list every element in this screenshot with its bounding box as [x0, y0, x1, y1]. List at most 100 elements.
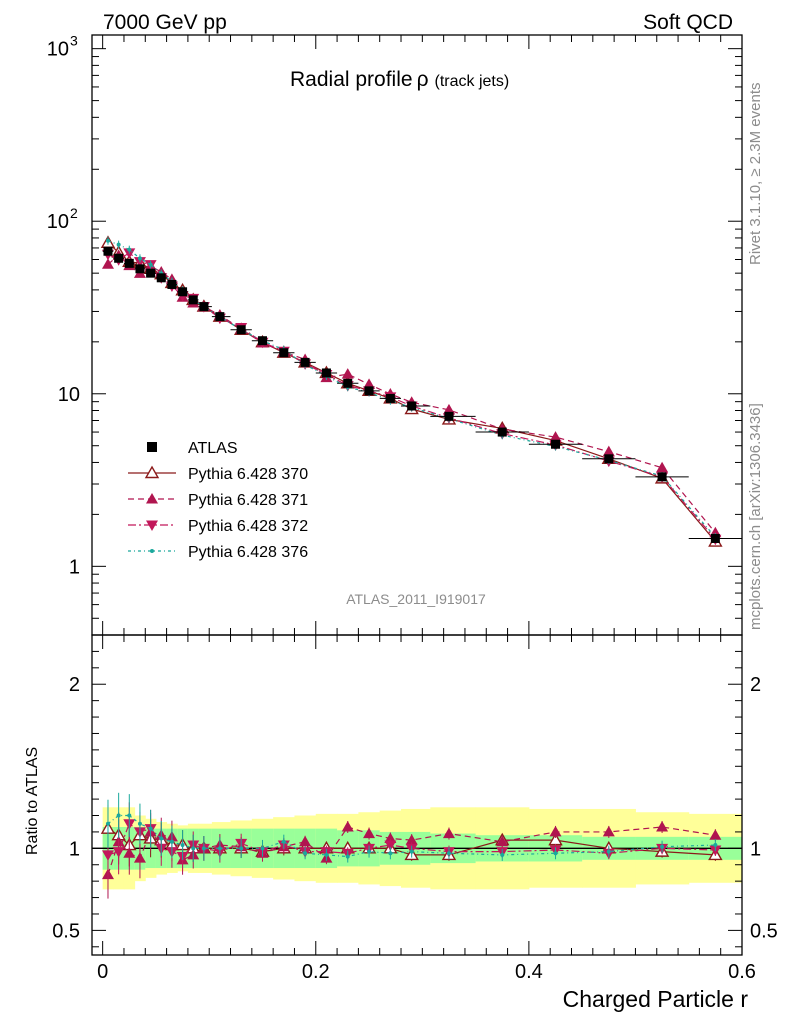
- marker-triangle-up: [442, 403, 455, 415]
- data-points: [102, 246, 742, 543]
- ratio-y-tick-label: 0.5: [52, 920, 80, 942]
- plot-title: Radial profile ρ (track jets): [290, 68, 509, 91]
- marker-dot: [713, 843, 718, 848]
- marker-dot: [409, 849, 414, 854]
- series-3: [101, 248, 722, 879]
- marker-open-triangle: [144, 465, 160, 479]
- data-point: [257, 336, 267, 346]
- ratio-y-tick-label-right: 1: [750, 838, 761, 860]
- header-right: Soft QCD: [643, 11, 733, 34]
- marker-triangle-up: [549, 431, 562, 442]
- marker-dot: [105, 238, 110, 243]
- marker-triangle-up: [602, 825, 615, 837]
- marker-triangle-up: [101, 258, 114, 269]
- series-ratio-line: [107, 814, 716, 858]
- marker-triangle-down: [384, 840, 397, 852]
- data-point: [300, 357, 310, 367]
- marker-triangle-up: [656, 821, 669, 832]
- data-point: [657, 472, 667, 482]
- marker-dot: [148, 826, 153, 831]
- y-tick-label: 10: [58, 384, 80, 406]
- data-point: [444, 411, 454, 421]
- marker-dot: [500, 852, 505, 857]
- marker-triangle-up: [602, 445, 615, 457]
- data-point: [710, 533, 720, 543]
- data-point: [188, 295, 198, 305]
- legend-label: Pythia 6.428 372: [188, 518, 308, 535]
- ratio-y-tick-label: 1: [69, 838, 80, 860]
- marker-dot: [303, 851, 308, 856]
- x-tick-label: 0.2: [302, 961, 330, 983]
- marker-triangle-up: [549, 825, 562, 837]
- x-tick-label: 0.4: [515, 961, 543, 983]
- marker-dot: [367, 849, 372, 854]
- data-point: [236, 325, 246, 335]
- y-tick-label: 1: [69, 556, 80, 578]
- data-point: [604, 454, 614, 464]
- marker-triangle-up: [405, 834, 418, 845]
- legend-label: Pythia 6.428 370: [188, 466, 308, 483]
- data-point: [215, 312, 225, 322]
- x-tick-label: 0.6: [728, 961, 756, 983]
- marker-triangle-down: [146, 520, 158, 531]
- marker-dot: [201, 846, 206, 851]
- legend-label: ATLAS: [188, 440, 238, 457]
- data-point: [167, 279, 177, 289]
- marker-dot: [660, 844, 665, 849]
- data-point: [279, 348, 289, 358]
- data-point: [146, 268, 156, 278]
- marker-dot: [159, 836, 164, 841]
- analysis-id: ATLAS_2011_I919017: [346, 591, 486, 607]
- marker-dot: [345, 854, 350, 859]
- ratio-y-tick-label: 2: [69, 674, 80, 696]
- marker-triangle-up: [656, 461, 669, 473]
- plot-title-suffix: (track jets): [435, 73, 510, 90]
- legend-marker-atlas: [147, 442, 157, 452]
- data-point: [551, 439, 561, 449]
- series-layer: [100, 235, 742, 899]
- ratio-y-tick-label-right: 2: [750, 674, 761, 696]
- marker-triangle-up: [123, 847, 136, 858]
- data-point: [124, 258, 134, 268]
- mcplots-label: mcplots.cern.ch [arXiv:1306.3436]: [747, 403, 764, 630]
- marker-dot: [324, 852, 329, 857]
- marker-dot: [217, 846, 222, 851]
- series-main-line: [107, 240, 716, 538]
- marker-dot: [116, 813, 121, 818]
- data-point: [385, 393, 395, 403]
- data-point: [497, 427, 507, 437]
- x-tick-label: 0: [97, 961, 108, 983]
- marker-dot: [137, 256, 142, 261]
- marker-triangle-up: [709, 829, 722, 840]
- marker-triangle-up: [363, 378, 376, 389]
- header-left: 7000 GeV pp: [103, 11, 227, 34]
- marker-triangle-up: [341, 821, 354, 832]
- legend-label: Pythia 6.428 376: [188, 544, 308, 561]
- marker-dot: [105, 821, 110, 826]
- marker-triangle-down: [112, 847, 125, 858]
- y-tick-label: 10: [47, 211, 69, 233]
- marker-dot: [148, 262, 153, 267]
- marker-dot: [180, 843, 185, 848]
- data-point: [156, 273, 166, 283]
- marker-dot: [127, 247, 132, 252]
- plot-title-symbol: ρ: [417, 68, 429, 91]
- marker-triangle-up: [299, 835, 312, 847]
- marker-triangle-up: [133, 852, 146, 863]
- data-point: [407, 401, 417, 411]
- marker-dot: [281, 839, 286, 844]
- marker-dot: [606, 849, 611, 854]
- data-point: [178, 287, 188, 297]
- y-tick-exponent: 3: [70, 33, 78, 49]
- data-point: [114, 253, 124, 263]
- data-point: [321, 368, 331, 378]
- legend: ATLAS Pythia 6.428 370 Pythia 6.428 371 Pyt…: [128, 440, 308, 561]
- data-point: [343, 378, 353, 388]
- marker-dot: [169, 839, 174, 844]
- marker-triangle-up: [341, 368, 354, 379]
- y-tick-label: 10: [47, 39, 69, 61]
- ratio-y-tick-label-right: 0.5: [750, 920, 778, 942]
- marker-dot: [116, 242, 121, 247]
- marker-dot: [553, 851, 558, 856]
